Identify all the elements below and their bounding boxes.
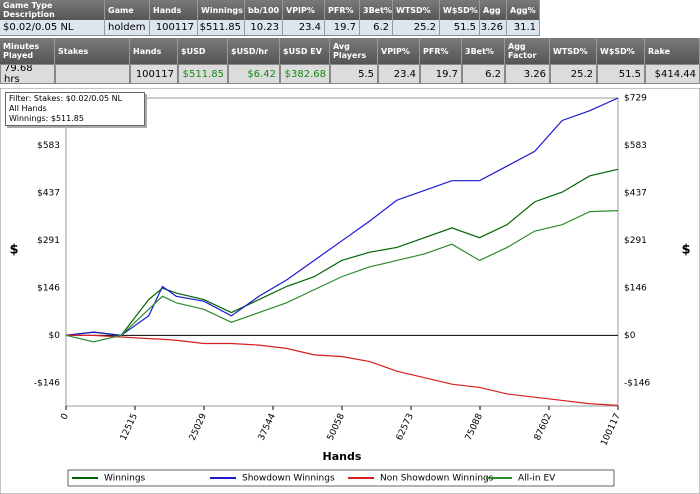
- column-header: VPIP%: [283, 0, 325, 20]
- x-axis-label: Hands: [323, 450, 362, 463]
- table-cell: 23.4: [378, 64, 420, 84]
- y-tick-label: $0: [49, 331, 61, 341]
- column-header: PFR%: [325, 0, 360, 20]
- y2-tick-label: $729: [624, 94, 647, 104]
- table-cell: 5.5: [330, 64, 378, 84]
- column-header: Hands: [130, 38, 178, 64]
- column-header: Agg: [480, 0, 507, 20]
- chart-background: [0, 88, 700, 494]
- table-cell: 31.1: [507, 20, 540, 36]
- table-cell: 19.7: [420, 64, 462, 84]
- column-header: Minutes Played: [0, 38, 55, 64]
- table-cell: $0.02/0.05 NL: [0, 20, 105, 36]
- y2-tick-label: -$146: [624, 378, 650, 388]
- y2-tick-label: $437: [624, 189, 647, 199]
- y-tick-label: $583: [37, 141, 60, 151]
- y-tick-label: $146: [37, 283, 60, 293]
- table-cell: 100117: [130, 64, 178, 84]
- column-header: W$SD%: [440, 0, 480, 20]
- table-cell: 25.2: [550, 64, 597, 84]
- column-header: Game: [105, 0, 150, 20]
- filter-box: Filter: Stakes: $0.02/0.05 NL All Hands Wi…: [5, 92, 145, 126]
- table-cell: [55, 64, 130, 84]
- table-cell: 10.23: [245, 20, 283, 36]
- y-axis-label: $: [9, 243, 18, 258]
- column-header: $USD/hr: [228, 38, 280, 64]
- y-tick-label: $291: [37, 236, 60, 246]
- legend-label: Winnings: [104, 474, 146, 484]
- column-header: $USD EV: [280, 38, 330, 64]
- table-cell: 51.5: [597, 64, 645, 84]
- y-tick-label: -$146: [34, 378, 60, 388]
- legend: [67, 469, 615, 487]
- table-cell: $511.85: [178, 64, 228, 84]
- filter-line: Winnings: $511.85: [9, 114, 84, 123]
- column-header: VPIP%: [378, 38, 420, 64]
- series-line: [65, 97, 619, 336]
- table-cell: 79.68 hrs: [0, 64, 55, 84]
- legend-label: Non Showdown Winnings: [380, 474, 494, 484]
- table-cell: 3.26: [505, 64, 550, 84]
- table-cell: 100117: [150, 20, 198, 36]
- column-header: Rake: [645, 38, 700, 64]
- column-header: PFR%: [420, 38, 462, 64]
- chart: $ $ Hands -$146 -$146 $0 $0 $146 $146 $291 $291…: [0, 88, 700, 494]
- column-header: WTSD%: [550, 38, 597, 64]
- table-cell: $6.42: [228, 64, 280, 84]
- y2-axis-label: $: [681, 243, 690, 258]
- column-header: Agg Factor: [505, 38, 550, 64]
- table-cell: holdem: [105, 20, 150, 36]
- series-line: [66, 334, 619, 406]
- y-tick-label: $437: [37, 189, 60, 199]
- y2-tick-label: $291: [624, 236, 647, 246]
- column-header: Game Type Description: [0, 0, 105, 20]
- y2-tick-label: $583: [624, 141, 647, 151]
- table-cell: 3.26: [480, 20, 507, 36]
- column-header: 3Bet%: [360, 0, 393, 20]
- column-header: Avg Players: [330, 38, 378, 64]
- x-tick-label: 0: [59, 412, 71, 422]
- filter-line: All Hands: [9, 104, 47, 113]
- table-cell: 6.2: [360, 20, 393, 36]
- column-header: W$SD%: [597, 38, 645, 64]
- column-header: Hands: [150, 0, 198, 20]
- legend-label: All-in EV: [518, 474, 556, 484]
- series-line: [65, 168, 619, 336]
- table-cell: 19.7: [325, 20, 360, 36]
- y2-tick-label: $0: [624, 331, 636, 341]
- column-header: bb/100: [245, 0, 283, 20]
- column-header: Stakes: [55, 38, 130, 64]
- y2-tick-label: $146: [624, 283, 647, 293]
- legend-label: Showdown Winnings: [242, 474, 335, 484]
- table-cell: $511.85: [198, 20, 245, 36]
- table-cell: 23.4: [283, 20, 325, 36]
- column-header: Agg%: [507, 0, 540, 20]
- column-header: $USD: [178, 38, 228, 64]
- filter-line: Filter: Stakes: $0.02/0.05 NL: [9, 94, 123, 103]
- table-cell: $382.68: [280, 64, 330, 84]
- table-cell: 25.2: [393, 20, 440, 36]
- table-cell: $414.44: [645, 64, 700, 84]
- column-header: 3Bet%: [462, 38, 505, 64]
- table-cell: 51.5: [440, 20, 480, 36]
- column-header: WTSD%: [393, 0, 440, 20]
- series-line: [65, 210, 619, 343]
- column-header: Winnings: [198, 0, 245, 20]
- table-cell: 6.2: [462, 64, 505, 84]
